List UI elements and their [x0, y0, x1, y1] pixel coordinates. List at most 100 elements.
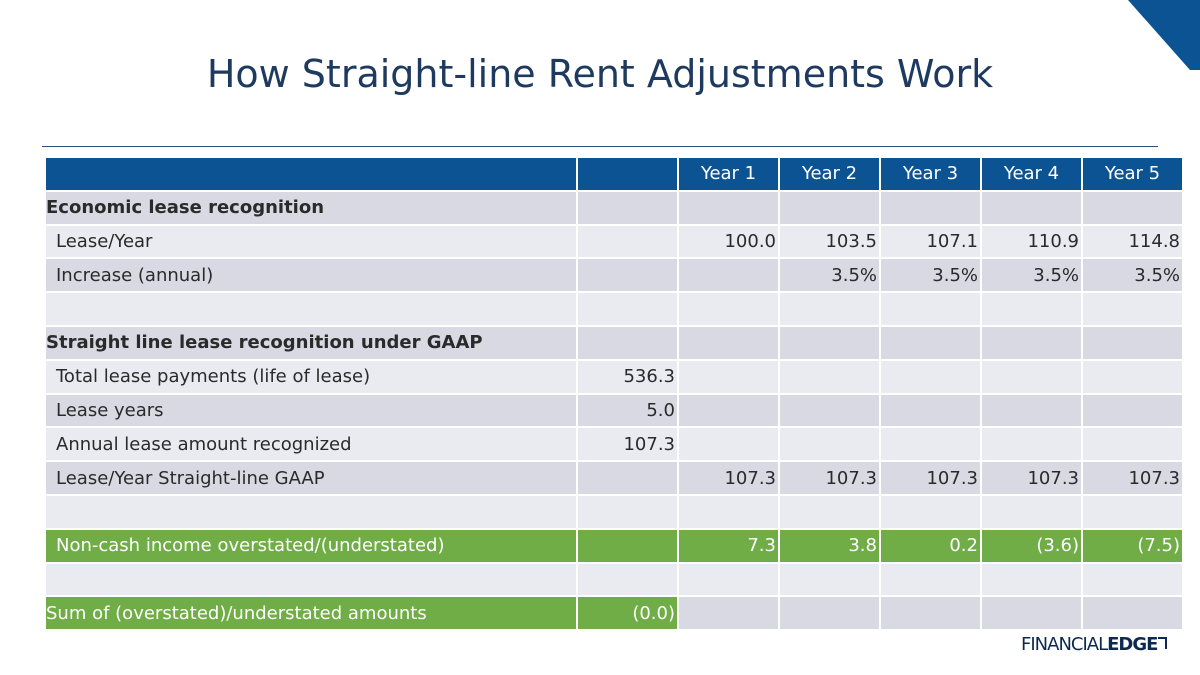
lease-table: Year 1 Year 2 Year 3 Year 4 Year 5 Econo…	[44, 156, 1184, 631]
financial-edge-logo: FINANCIALEDGE	[1021, 634, 1168, 655]
table-row	[46, 293, 1182, 325]
row-value-cell	[982, 563, 1081, 596]
row-label: Annual lease amount recognized	[46, 428, 576, 461]
row-value-cell: 7.3	[679, 529, 778, 562]
row-value-cell	[881, 293, 980, 325]
row-value-cell	[679, 326, 778, 359]
row-value-cell	[881, 191, 980, 224]
row-value-cell	[1083, 495, 1182, 528]
header-year-3: Year 3	[881, 158, 980, 190]
row-value-cell: 107.1	[881, 225, 980, 258]
row-value-cell	[982, 293, 1081, 325]
page-title: How Straight-line Rent Adjustments Work	[206, 52, 994, 96]
row-value-cell	[881, 394, 980, 427]
row-total-cell	[578, 191, 677, 224]
row-value-cell	[679, 495, 778, 528]
row-value-cell	[881, 597, 980, 630]
row-value-cell: 100.0	[679, 225, 778, 258]
row-value-cell	[679, 428, 778, 461]
section-heading: Straight line lease recognition under GA…	[46, 326, 576, 359]
row-label	[46, 293, 576, 325]
row-label: Increase (annual)	[46, 259, 576, 292]
row-value-cell	[679, 191, 778, 224]
row-value-cell	[982, 326, 1081, 359]
row-value-cell	[1083, 428, 1182, 461]
title-divider	[42, 146, 1158, 147]
table-row-highlight: Non-cash income overstated/(understated)…	[46, 529, 1182, 562]
row-value-cell	[982, 191, 1081, 224]
row-label: Lease/Year	[46, 225, 576, 258]
row-value-cell	[982, 495, 1081, 528]
row-label	[46, 563, 576, 596]
row-value-cell	[679, 563, 778, 596]
row-value-cell: 107.3	[1083, 462, 1182, 494]
row-total-cell: 536.3	[578, 360, 677, 393]
row-total-cell	[578, 563, 677, 596]
row-value-cell: 110.9	[982, 225, 1081, 258]
row-value-cell: 3.8	[780, 529, 879, 562]
row-value-cell	[1083, 394, 1182, 427]
table-row	[46, 495, 1182, 528]
row-value-cell	[780, 293, 879, 325]
table-header-row: Year 1 Year 2 Year 3 Year 4 Year 5	[46, 158, 1182, 190]
table-row: Total lease payments (life of lease) 536…	[46, 360, 1182, 393]
table-row: Lease/Year Straight-line GAAP 107.3 107.…	[46, 462, 1182, 494]
row-value-cell	[780, 191, 879, 224]
row-total-cell	[578, 495, 677, 528]
row-label: Total lease payments (life of lease)	[46, 360, 576, 393]
header-year-2: Year 2	[780, 158, 879, 190]
row-value-cell	[881, 495, 980, 528]
row-value-cell: 3.5%	[881, 259, 980, 292]
row-value-cell	[780, 597, 879, 630]
row-value-cell	[780, 326, 879, 359]
row-total-cell	[578, 529, 677, 562]
row-value-cell	[881, 326, 980, 359]
row-value-cell	[679, 394, 778, 427]
row-value-cell	[1083, 563, 1182, 596]
row-value-cell	[679, 360, 778, 393]
row-value-cell: (7.5)	[1083, 529, 1182, 562]
row-value-cell: 103.5	[780, 225, 879, 258]
row-value-cell	[780, 428, 879, 461]
table-row: Straight line lease recognition under GA…	[46, 326, 1182, 359]
row-value-cell: 107.3	[881, 462, 980, 494]
table-row: Increase (annual) 3.5% 3.5% 3.5% 3.5%	[46, 259, 1182, 292]
row-value-cell: 107.3	[982, 462, 1081, 494]
table-row: Economic lease recognition	[46, 191, 1182, 224]
header-total-cell	[578, 158, 677, 190]
row-value-cell	[1083, 326, 1182, 359]
row-total-cell	[578, 293, 677, 325]
row-value-cell	[1083, 293, 1182, 325]
logo-text-edge: EDGE	[1107, 634, 1158, 655]
row-total-cell	[578, 259, 677, 292]
row-value-cell	[982, 597, 1081, 630]
row-value-cell	[679, 259, 778, 292]
row-total-cell	[578, 462, 677, 494]
row-value-cell	[881, 563, 980, 596]
header-year-4: Year 4	[982, 158, 1081, 190]
row-value-cell	[1083, 597, 1182, 630]
row-label: Lease years	[46, 394, 576, 427]
row-value-cell: 3.5%	[982, 259, 1081, 292]
row-label: Lease/Year Straight-line GAAP	[46, 462, 576, 494]
corner-accent-icon	[1128, 0, 1200, 70]
row-label	[46, 495, 576, 528]
table-row-sum: Sum of (overstated)/understated amounts …	[46, 597, 1182, 630]
row-value-cell: 0.2	[881, 529, 980, 562]
row-value-cell	[679, 597, 778, 630]
row-value-cell	[982, 360, 1081, 393]
row-total-cell	[578, 225, 677, 258]
row-label: Non-cash income overstated/(understated)	[46, 529, 576, 562]
row-value-cell: 3.5%	[1083, 259, 1182, 292]
row-value-cell	[780, 360, 879, 393]
row-label: Sum of (overstated)/understated amounts	[46, 597, 576, 630]
row-total-cell: 107.3	[578, 428, 677, 461]
section-heading: Economic lease recognition	[46, 191, 576, 224]
header-year-5: Year 5	[1083, 158, 1182, 190]
row-value-cell	[881, 360, 980, 393]
row-value-cell	[780, 495, 879, 528]
row-value-cell	[982, 394, 1081, 427]
table-row: Lease/Year 100.0 103.5 107.1 110.9 114.8	[46, 225, 1182, 258]
row-total-cell: (0.0)	[578, 597, 677, 630]
row-value-cell	[780, 394, 879, 427]
